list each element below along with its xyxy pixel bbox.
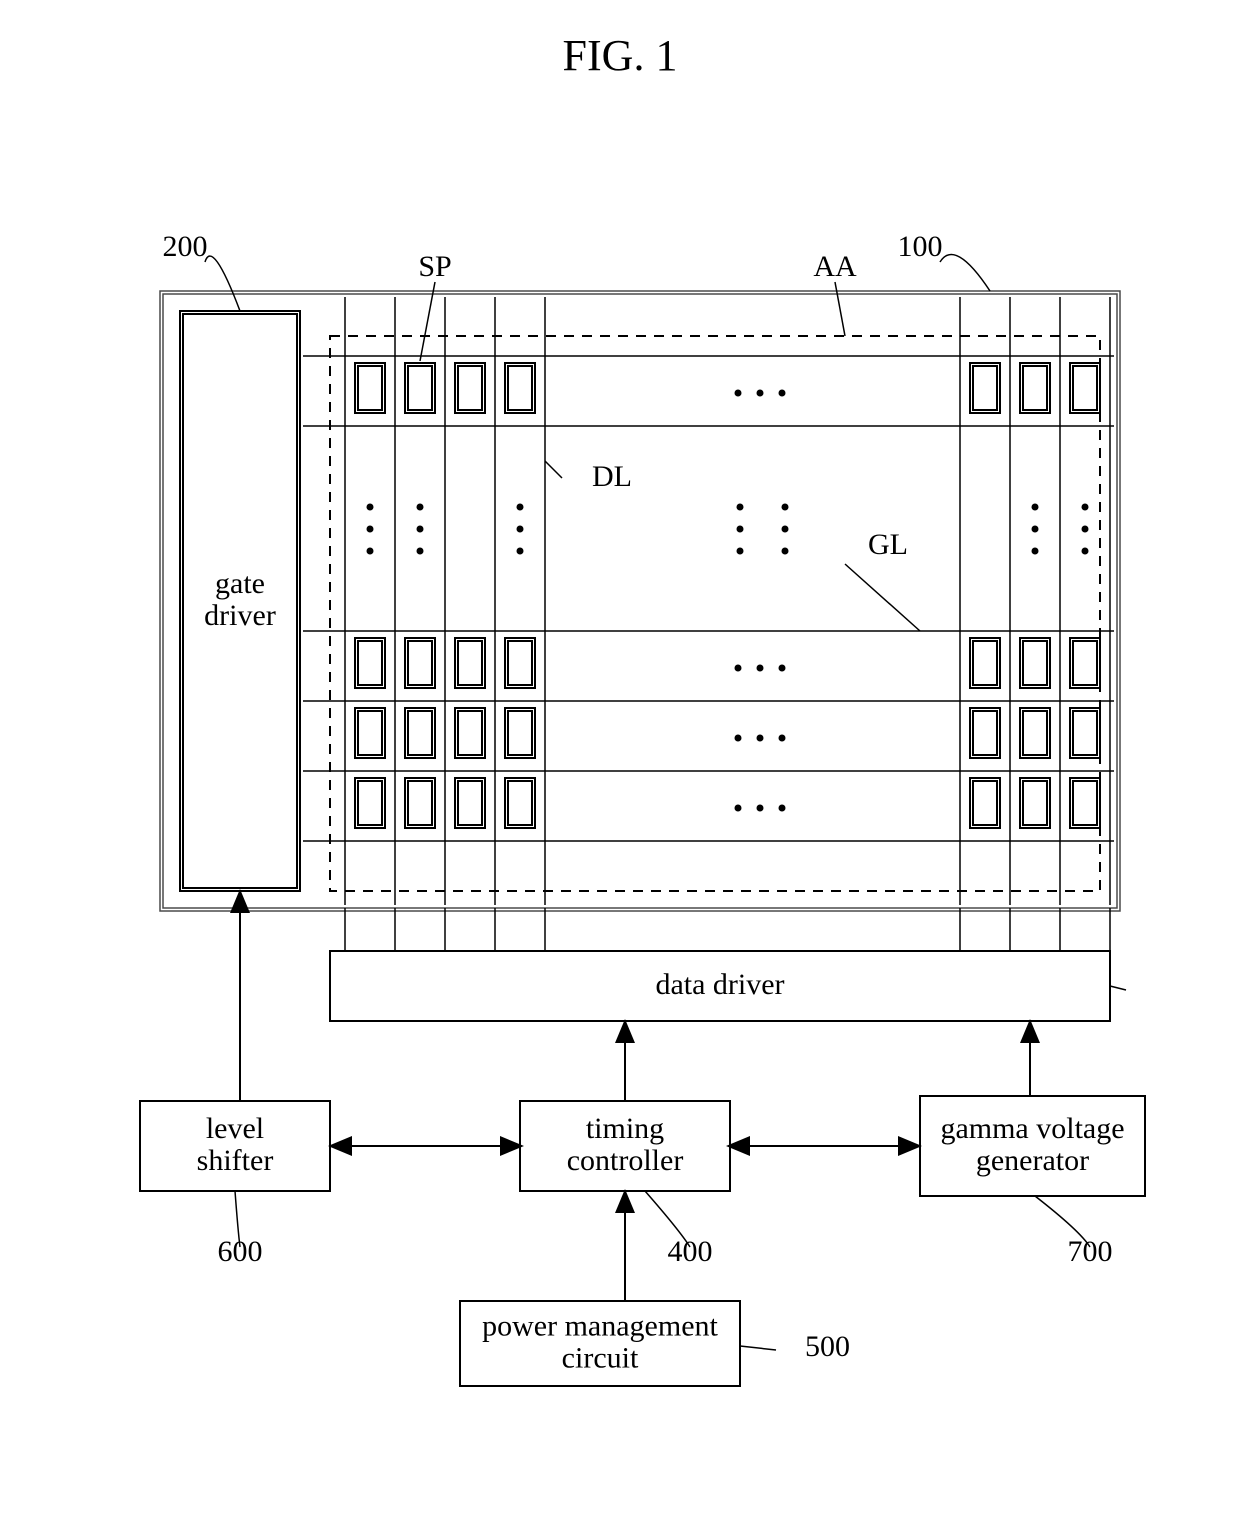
svg-text:circuit: circuit (562, 1342, 639, 1375)
svg-text:400: 400 (668, 1235, 713, 1268)
svg-text:200: 200 (163, 230, 208, 263)
svg-text:100: 100 (898, 230, 943, 263)
svg-text:DL: DL (592, 460, 632, 493)
svg-text:500: 500 (805, 1330, 850, 1363)
svg-text:shifter: shifter (197, 1144, 274, 1177)
svg-text:driver: driver (204, 599, 276, 632)
svg-text:timing: timing (586, 1112, 664, 1145)
svg-text:controller: controller (567, 1144, 684, 1177)
svg-text:data driver: data driver (655, 968, 784, 1001)
svg-text:600: 600 (218, 1235, 263, 1268)
svg-text:gamma voltage: gamma voltage (940, 1112, 1124, 1145)
svg-text:GL: GL (868, 528, 908, 561)
block-diagram: gatedriver DL GL 200 SP AA 100 data driver level… (90, 141, 1150, 1401)
svg-text:generator: generator (976, 1144, 1089, 1177)
figure-title: FIG. 1 (0, 30, 1240, 81)
svg-text:level: level (206, 1112, 264, 1145)
svg-text:gate: gate (215, 567, 265, 600)
svg-text:power management: power management (482, 1310, 718, 1343)
svg-text:AA: AA (813, 250, 857, 283)
svg-text:700: 700 (1068, 1235, 1113, 1268)
svg-text:SP: SP (418, 250, 451, 283)
